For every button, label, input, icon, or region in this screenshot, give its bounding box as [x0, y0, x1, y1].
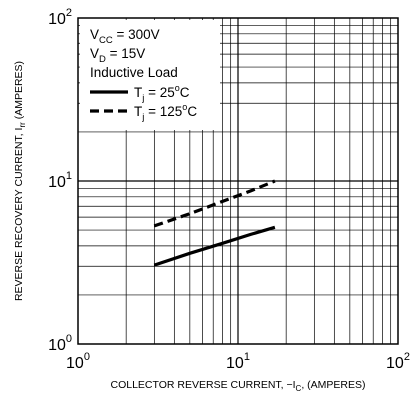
- y-tick-label: 101: [48, 170, 72, 191]
- plot-series: [153, 179, 276, 267]
- y-tick-label: 100: [48, 333, 72, 354]
- series-line-dashed: [153, 179, 276, 228]
- legend-annotation: VCC = 300V: [90, 27, 160, 46]
- y-tick-label: 102: [48, 7, 72, 28]
- legend-entry-label: Tj = 25oC: [134, 83, 190, 104]
- legend-annotation: Inductive Load: [90, 65, 178, 80]
- legend-annotation: VD = 15V: [90, 46, 145, 65]
- x-tick-label: 102: [386, 351, 410, 372]
- series-line-solid: [153, 225, 276, 267]
- plot-frame: [77, 17, 399, 345]
- x-axis-label: COLLECTOR REVERSE CURRENT, −IC, (AMPERES…: [110, 379, 365, 393]
- tick-labels: 100 101 102 100 101 102: [48, 7, 410, 372]
- legend-entry-label: Tj = 125oC: [134, 102, 197, 123]
- x-tick-label: 100: [66, 351, 90, 372]
- x-tick-label: 101: [226, 351, 250, 372]
- y-axis-label: REVERSE RECOVERY CURRENT, Irr (AMPERES): [13, 61, 27, 301]
- legend-background: [80, 20, 220, 130]
